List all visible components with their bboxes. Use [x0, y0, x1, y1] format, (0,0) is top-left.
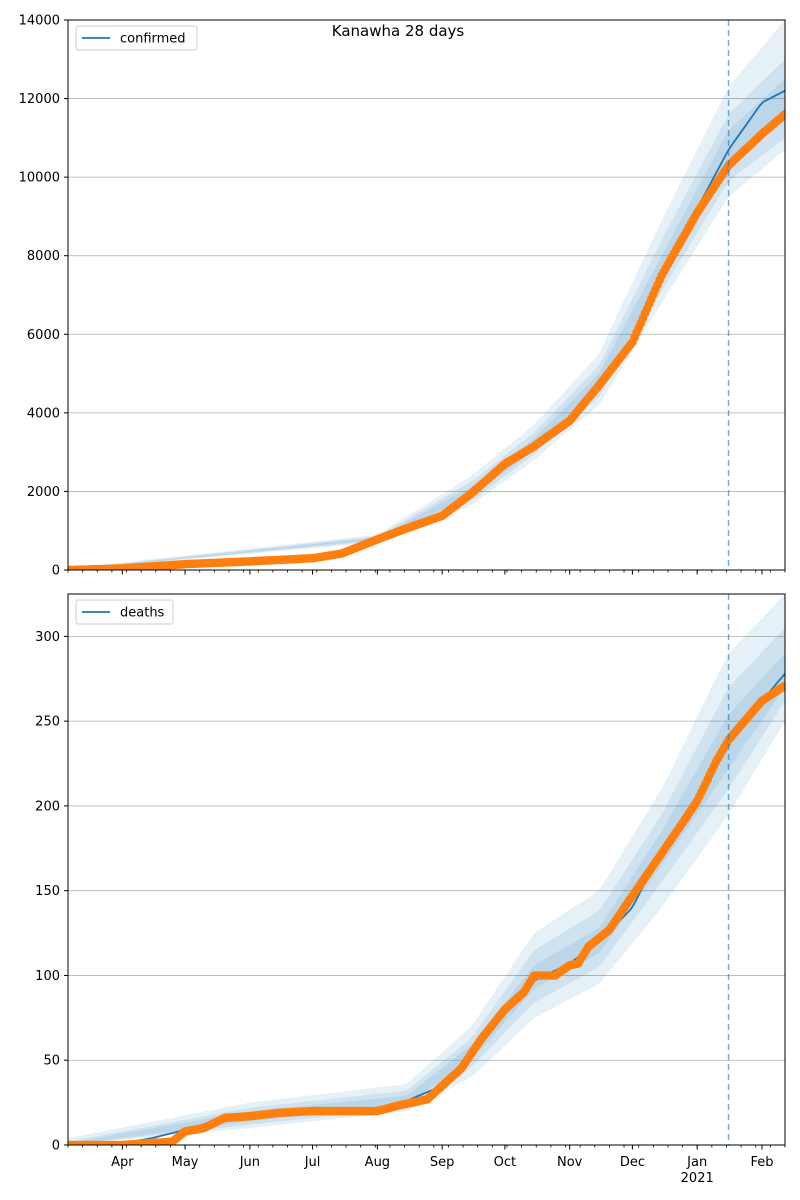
uncertainty-band	[68, 594, 785, 1145]
x-tick-label: Jan	[686, 1155, 707, 1170]
x-tick-label: Jun	[239, 1155, 260, 1170]
y-tick-label: 8000	[27, 249, 60, 264]
y-tick-label: 0	[52, 564, 60, 579]
legend-label: confirmed	[120, 32, 186, 47]
y-tick-label: 0	[52, 1139, 60, 1154]
axes-frame	[67, 19, 786, 571]
y-tick-label: 12000	[19, 92, 60, 107]
x-tick-label: Oct	[494, 1155, 516, 1170]
x-tick-label: May	[172, 1155, 199, 1170]
confirmed-panel: 0 2000 4000 6000 8000 10000 12000 14000 confirme…	[19, 14, 786, 579]
year-label: 2021	[681, 1171, 714, 1186]
x-tick-label: Aug	[365, 1155, 390, 1170]
legend: deaths	[75, 599, 174, 625]
observed-point	[780, 681, 785, 690]
y-tick-label: 100	[35, 969, 60, 984]
y-tick-label: 250	[35, 715, 60, 730]
y-tick-label: 50	[43, 1054, 60, 1069]
y-tick-label: 4000	[27, 406, 60, 421]
legend-box	[75, 25, 198, 51]
axes-frame	[67, 593, 786, 1146]
x-tick-label: Apr	[111, 1155, 134, 1170]
observed-points	[68, 110, 785, 570]
x-tick-label: Nov	[557, 1155, 583, 1170]
y-tick-label: 10000	[19, 171, 60, 186]
observed-point	[780, 110, 785, 119]
y-tick-label: 300	[35, 630, 60, 645]
uncertainty-band	[68, 20, 785, 570]
x-tick-label: Dec	[620, 1155, 645, 1170]
deaths-panel: 0 50 100 150 200 250 300 Apr May Jun Jul Aug Sep Oct N…	[35, 593, 786, 1186]
x-tick-label: Jul	[304, 1155, 321, 1170]
y-tick-label: 6000	[27, 328, 60, 343]
chart-title: Kanawha 28 days	[332, 22, 465, 40]
x-tick-label: Sep	[430, 1155, 455, 1170]
legend: confirmed	[75, 25, 198, 51]
legend-label: deaths	[120, 606, 165, 621]
y-tick-label: 14000	[19, 14, 60, 29]
y-tick-label: 2000	[27, 485, 60, 500]
y-tick-label: 200	[35, 799, 60, 814]
observed-points	[68, 681, 785, 1145]
y-tick-label: 150	[35, 884, 60, 899]
x-tick-label: Feb	[750, 1155, 773, 1170]
legend-box	[75, 599, 174, 625]
